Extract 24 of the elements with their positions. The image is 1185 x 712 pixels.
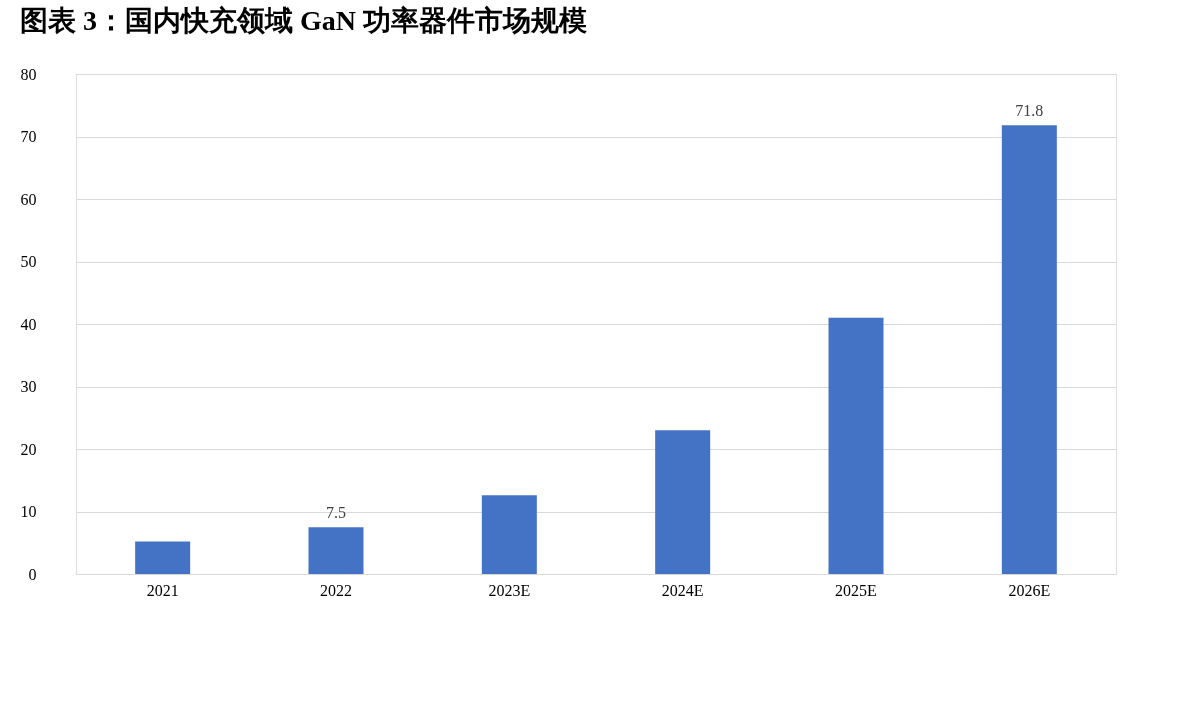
bar xyxy=(1001,125,1057,574)
y-tick-label: 70 xyxy=(20,128,37,145)
data-label: 7.5 xyxy=(326,504,346,522)
bar xyxy=(308,527,364,574)
bar xyxy=(135,541,191,574)
y-tick-label: 40 xyxy=(20,315,37,333)
bar xyxy=(828,317,884,574)
x-tick-label: 2021 xyxy=(146,581,179,599)
y-tick-label: 80 xyxy=(20,65,37,83)
data-label: 71.8 xyxy=(1015,102,1044,120)
y-tick-label: 60 xyxy=(20,190,37,208)
x-tick-label: 2024E xyxy=(661,581,704,599)
y-tick-label: 30 xyxy=(20,378,37,395)
y-tick-label: 0 xyxy=(28,565,37,583)
y-tick-label: 50 xyxy=(20,253,37,270)
chart-title: 图表 3：国内快充领域 GaN 功率器件市场规模 xyxy=(20,5,587,36)
y-tick-label: 10 xyxy=(20,503,37,520)
y-tick-label: 20 xyxy=(20,440,37,458)
bar xyxy=(655,430,711,574)
x-tick-label: 2025E xyxy=(835,581,877,599)
x-tick-label: 2023E xyxy=(488,581,531,599)
x-tick-label: 2026E xyxy=(1008,581,1051,599)
x-tick-label: 2022 xyxy=(320,581,352,599)
bar xyxy=(481,495,537,574)
